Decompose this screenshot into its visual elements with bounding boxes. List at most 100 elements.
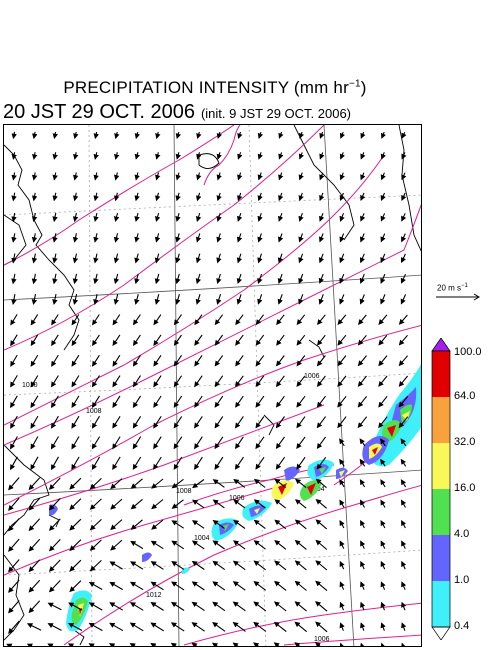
wind-arrow — [380, 540, 386, 549]
wind-arrow — [30, 314, 39, 326]
wind-arrow — [113, 233, 120, 243]
wind-arrow — [295, 478, 307, 489]
wind-arrow — [52, 233, 58, 243]
colorbar-top-cap — [431, 338, 451, 352]
wind-arrow — [233, 499, 246, 509]
wind-arrow — [72, 253, 79, 264]
wind-arrow — [216, 212, 222, 222]
wind-arrow — [52, 131, 58, 140]
wind-arrow — [360, 642, 366, 646]
wind-arrow — [170, 601, 185, 611]
wind-arrow — [26, 643, 33, 646]
wind-arrow — [296, 314, 306, 326]
wind-arrow — [216, 152, 222, 160]
wind-arrow — [380, 560, 386, 570]
wind-arrow — [400, 253, 406, 264]
wind-arrow — [154, 294, 161, 305]
wind-arrow — [52, 253, 58, 264]
wind-arrow — [234, 416, 244, 429]
wind-arrow — [212, 622, 226, 632]
wind-arrow — [69, 580, 82, 593]
colorbar-tick: 0.4 — [454, 620, 470, 632]
wind-arrow — [253, 499, 266, 509]
wind-arrow — [339, 458, 345, 467]
wind-arrow — [153, 314, 162, 326]
wind-arrow — [8, 518, 20, 532]
wind-arrow — [214, 355, 224, 367]
colorbar-tick: 32.0 — [454, 436, 476, 448]
colorbar-tick: 64.0 — [454, 390, 476, 402]
wind-arrow — [294, 601, 307, 612]
wind-arrow — [317, 334, 326, 346]
wind-arrow — [212, 479, 225, 488]
wind-arrow — [315, 519, 328, 530]
wind-arrow — [91, 456, 101, 471]
wind-arrow — [275, 436, 285, 449]
wind-arrow — [130, 498, 143, 510]
wind-arrow — [28, 538, 41, 552]
wind-arrow — [298, 294, 304, 305]
wind-arrow — [113, 192, 120, 202]
wind-arrow — [257, 253, 263, 264]
wind-arrow — [400, 273, 406, 284]
wind-arrow — [175, 152, 181, 160]
isobar-label: 1008 — [86, 408, 102, 415]
wind-arrow — [380, 438, 386, 447]
wind-arrow — [277, 294, 283, 305]
wind-arrow — [298, 213, 304, 222]
wind-arrow — [233, 519, 246, 529]
wind-arrow — [88, 622, 103, 632]
wind-arrow — [232, 581, 246, 591]
wind-arrow — [315, 601, 328, 612]
wind-arrow — [359, 458, 366, 467]
wind-arrow — [31, 233, 38, 243]
wind-arrow — [93, 273, 99, 285]
wind-arrow — [214, 395, 224, 408]
wind-arrow — [294, 539, 307, 550]
wind-arrow — [216, 233, 222, 243]
wind-arrow — [51, 354, 59, 367]
wind-arrow — [52, 152, 58, 160]
wind-arrow — [92, 314, 100, 326]
wind-arrow — [398, 416, 409, 429]
wind-arrow — [114, 152, 120, 160]
wind-arrow — [339, 622, 345, 631]
wind-arrow — [255, 314, 265, 326]
wind-arrow — [173, 334, 182, 346]
wind-arrow — [216, 131, 222, 140]
wind-arrow — [195, 273, 202, 285]
colorbar-band-cyan — [432, 581, 450, 627]
wind-arrow — [401, 622, 407, 631]
wind-arrow — [277, 273, 283, 285]
wind-arrow — [314, 641, 321, 646]
wind-arrow — [357, 375, 367, 387]
wind-arrow — [31, 192, 38, 202]
wind-arrow — [236, 273, 243, 285]
wind-arrow — [378, 375, 388, 387]
wind-arrow — [71, 314, 80, 326]
wind-arrow — [30, 395, 39, 409]
wind-arrow — [28, 579, 41, 593]
wind-arrow — [401, 131, 407, 139]
wind-arrow — [150, 642, 157, 646]
colorbar-band-green — [432, 489, 450, 535]
wind-arrow — [8, 579, 20, 593]
wind-arrow — [93, 172, 99, 181]
wind-arrow — [339, 131, 346, 139]
wind-arrow — [150, 622, 164, 632]
wind-arrow — [339, 601, 345, 611]
wind-arrow — [380, 601, 386, 611]
wind-arrow — [316, 395, 326, 408]
wind-arrow — [91, 415, 100, 429]
wind-arrow — [194, 314, 203, 326]
wind-arrow — [51, 415, 59, 429]
wind-arrow — [339, 540, 345, 549]
wind-arrow — [380, 233, 386, 243]
wind-arrow — [298, 233, 304, 243]
wind-arrow — [275, 416, 285, 429]
wind-arrow — [72, 233, 79, 243]
wind-arrow — [296, 375, 306, 387]
wind-arrow — [69, 518, 82, 531]
wind-arrow — [151, 478, 164, 489]
wind-arrow — [32, 131, 38, 140]
